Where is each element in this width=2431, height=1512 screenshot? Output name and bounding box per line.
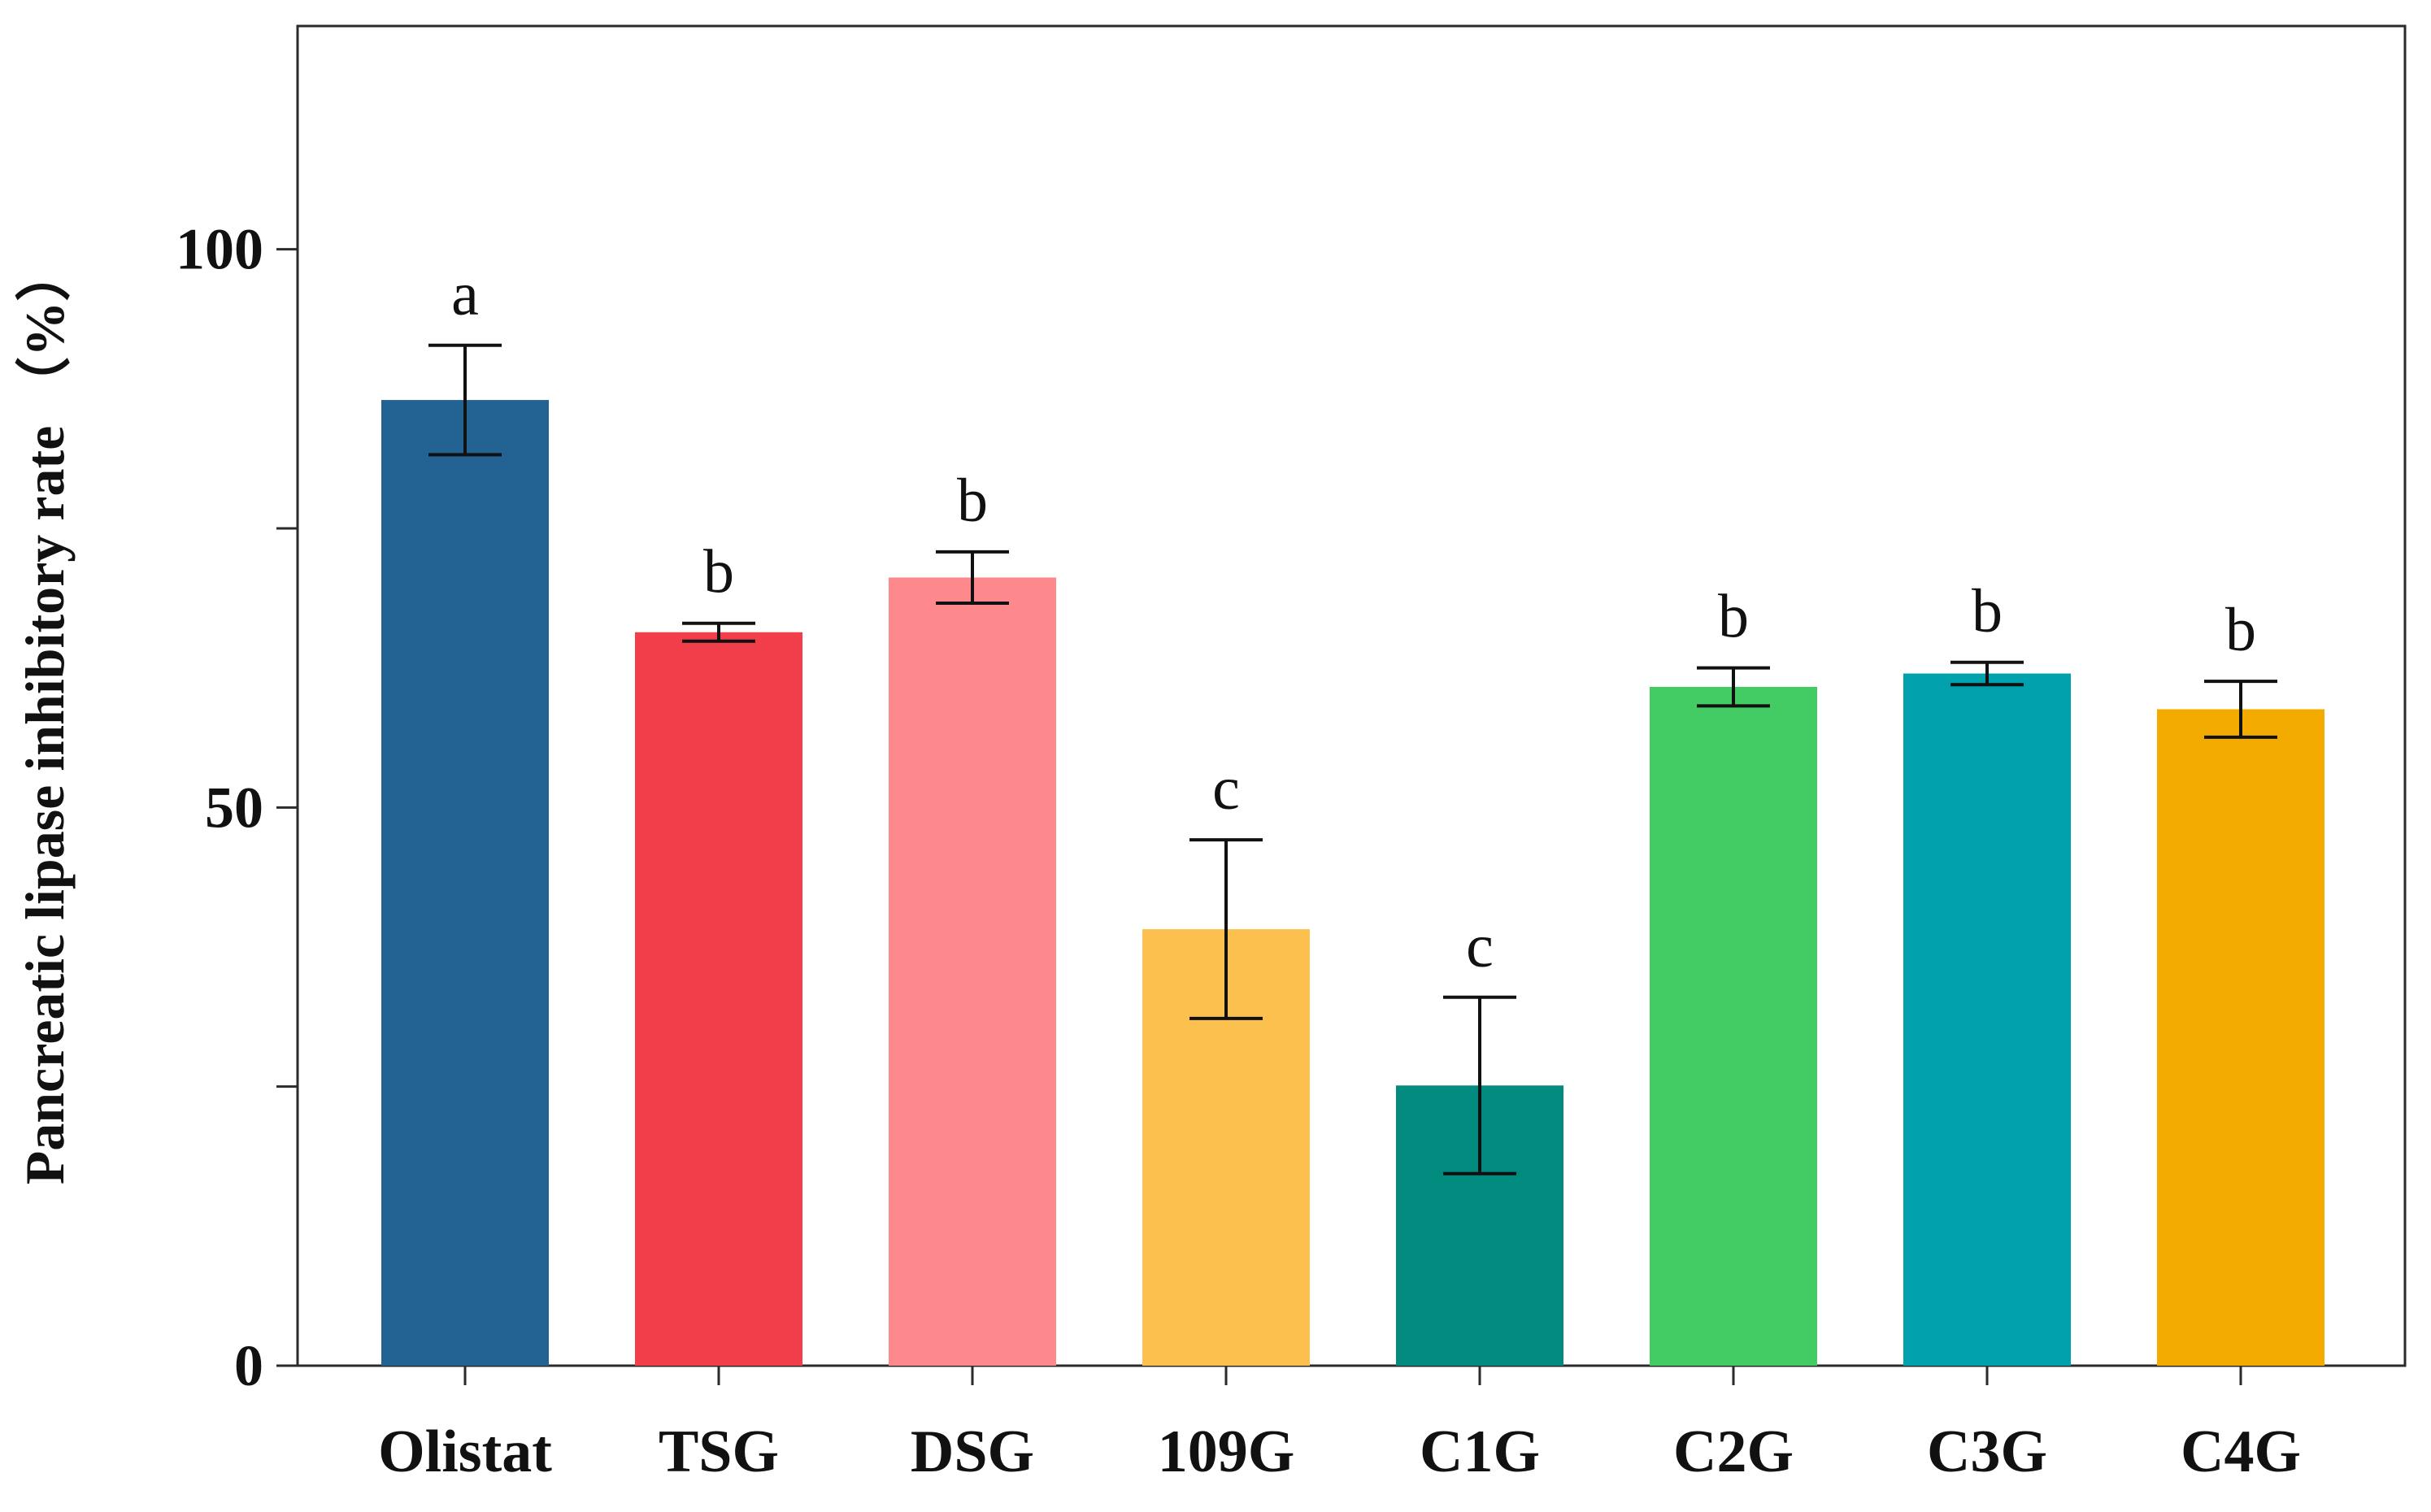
bar-tsg bbox=[635, 632, 802, 1366]
significance-letter-c4g: b bbox=[2225, 596, 2256, 664]
x-tick-label-olistat: Olistat bbox=[378, 1419, 552, 1485]
x-tick-label-dsg: DSG bbox=[911, 1419, 1034, 1485]
x-tick-label-109g: 109G bbox=[1158, 1419, 1295, 1485]
significance-letter-c1g: c bbox=[1466, 912, 1494, 980]
x-tick-label-c1g: C1G bbox=[1420, 1419, 1540, 1485]
bar-c4g bbox=[2157, 709, 2324, 1366]
error-bars-layer bbox=[428, 343, 2277, 1175]
significance-letter-olistat: a bbox=[451, 260, 479, 328]
significance-letter-c2g: b bbox=[1718, 583, 1749, 651]
bar-dsg bbox=[889, 577, 1056, 1366]
bar-c2g bbox=[1650, 687, 1817, 1366]
significance-letters-layer: a b b c c b b b bbox=[451, 260, 2256, 980]
y-tick-label-0: 0 bbox=[234, 1333, 263, 1398]
y-tick-label-100: 100 bbox=[176, 217, 263, 282]
x-axis: Olistat TSG DSG 109G C1G C2G C3G C4G bbox=[378, 1366, 2301, 1485]
x-tick-label-c4g: C4G bbox=[2181, 1419, 2301, 1485]
bar-olistat bbox=[381, 400, 549, 1366]
y-tick-label-50: 50 bbox=[205, 775, 263, 840]
significance-letter-tsg: b bbox=[703, 538, 734, 606]
significance-letter-c3g: b bbox=[1972, 577, 2003, 645]
bars-layer bbox=[381, 400, 2324, 1366]
y-axis: 0 50 100 bbox=[176, 217, 298, 1398]
significance-letter-dsg: b bbox=[957, 467, 988, 535]
x-tick-label-c3g: C3G bbox=[1927, 1419, 2047, 1485]
x-tick-label-tsg: TSG bbox=[659, 1419, 779, 1485]
bar-c3g bbox=[1903, 673, 2071, 1366]
x-tick-label-c2g: C2G bbox=[1673, 1419, 1794, 1485]
plot-frame bbox=[296, 24, 2407, 1367]
significance-letter-109g: c bbox=[1212, 754, 1240, 823]
y-axis-label: Pancreatic lipase inhibitory rate （%） bbox=[14, 246, 76, 1185]
